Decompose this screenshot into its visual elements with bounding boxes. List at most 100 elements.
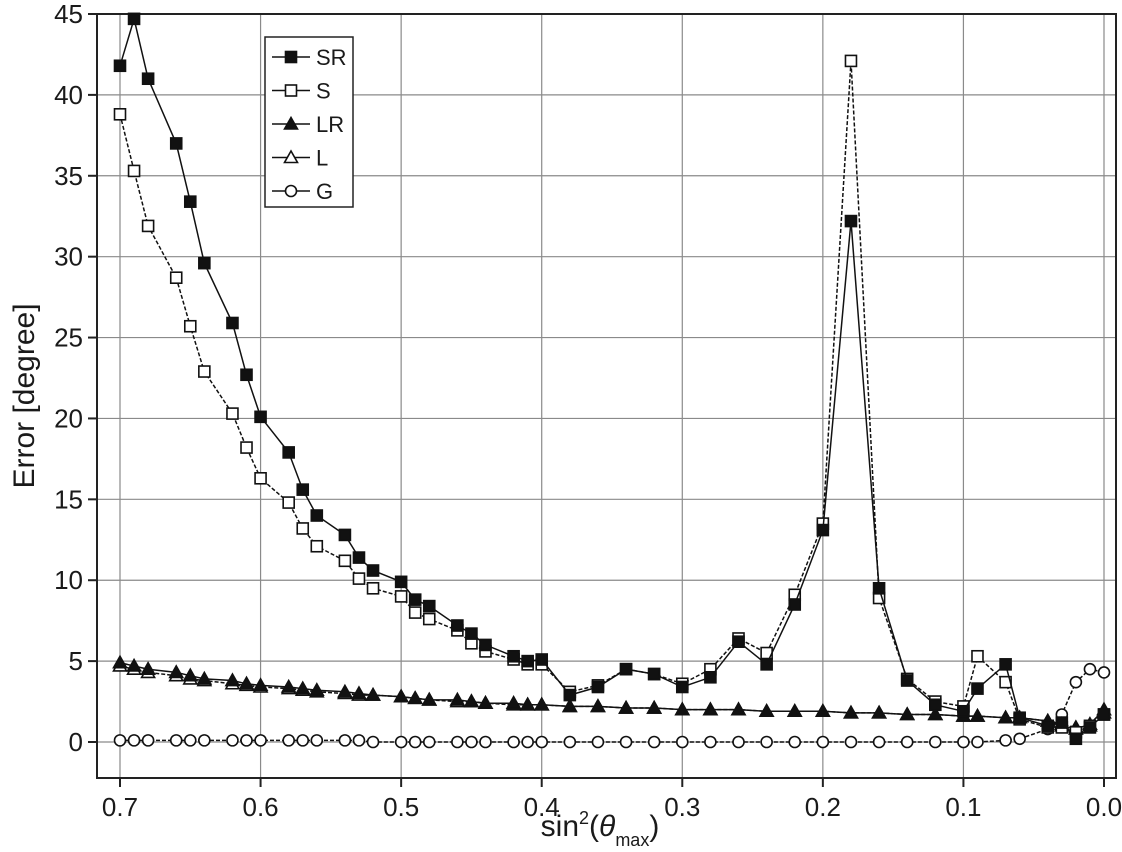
series-g-point xyxy=(465,735,478,749)
series-g-point xyxy=(366,735,380,749)
series-g-point xyxy=(479,735,492,749)
series-lr-point xyxy=(196,670,213,685)
series-lr-point xyxy=(786,703,803,718)
series-sr-point xyxy=(141,72,155,86)
series-sr-point xyxy=(563,688,577,702)
series-sr-point xyxy=(929,698,942,712)
series-g-point xyxy=(675,735,689,749)
series-g-point xyxy=(535,735,549,749)
y-tick-label: 15 xyxy=(54,484,83,514)
series-sr xyxy=(113,12,1111,746)
series-lr-point xyxy=(463,693,480,708)
series-lr-point xyxy=(590,698,606,713)
series-lr-point xyxy=(477,695,494,709)
series-g-point xyxy=(704,735,717,749)
series-s-point xyxy=(296,522,310,535)
series-sr-point xyxy=(465,627,478,640)
series-sr-point xyxy=(127,12,141,26)
series-sr-point xyxy=(240,368,253,382)
series-sr-point xyxy=(451,619,464,632)
series-g-point xyxy=(1097,666,1111,679)
series-s-point xyxy=(282,496,295,509)
y-tick-label: 45 xyxy=(54,0,83,29)
y-tick-label: 35 xyxy=(54,161,83,191)
series-sr-point xyxy=(507,649,520,663)
series-lr-point xyxy=(533,696,550,711)
series-lr-point xyxy=(730,701,747,716)
series-sr-point xyxy=(900,674,914,687)
series-g-point xyxy=(1083,662,1097,676)
series-lr-point xyxy=(168,664,185,679)
series-sr-point xyxy=(732,635,745,648)
series-g-point xyxy=(1069,675,1083,689)
series-sr-point xyxy=(296,483,310,496)
legend-item-s: S xyxy=(272,79,331,104)
x-tick-label: 0.4 xyxy=(524,792,560,822)
series-s-point xyxy=(971,649,984,663)
x-axis-title: sin2(θmax) xyxy=(541,808,660,850)
series-g-point xyxy=(169,734,183,747)
series-s-point xyxy=(844,54,858,68)
x-tick-label: 0.5 xyxy=(383,792,419,822)
series-s-point xyxy=(141,219,155,233)
x-axis-title-open: ( xyxy=(589,810,599,843)
series-sr-point xyxy=(310,509,324,522)
series-sr-point xyxy=(282,446,295,459)
series-lr xyxy=(112,654,1112,735)
series-sr-point xyxy=(971,682,984,695)
series-s-point xyxy=(198,365,211,378)
series-lr-point xyxy=(308,682,325,697)
series-s-point xyxy=(254,472,267,485)
series-lr-point xyxy=(252,677,269,692)
series-sr-point xyxy=(169,137,183,150)
series-lr-point xyxy=(337,683,353,698)
y-tick-label: 5 xyxy=(69,646,83,676)
series-sr-point xyxy=(535,653,549,666)
legend-label-g: G xyxy=(316,179,333,204)
series-sr-point xyxy=(957,704,970,718)
series-g-point xyxy=(408,735,422,749)
series-sr-point xyxy=(422,599,436,613)
series-sr-point xyxy=(760,658,773,671)
legend-label-sr: SR xyxy=(316,45,347,70)
series-sr-point xyxy=(352,551,366,564)
series-sr-point xyxy=(113,59,127,73)
x-axis-title-theta: θ xyxy=(599,810,616,843)
y-tick-label: 25 xyxy=(54,323,83,353)
series-g-point xyxy=(647,735,661,749)
x-tick-label: 0.0 xyxy=(1086,792,1122,822)
legend-marker-g xyxy=(284,184,298,198)
series-g-point xyxy=(816,735,830,749)
series-s-point xyxy=(352,572,366,585)
series-s-point xyxy=(169,271,183,284)
series-s-point xyxy=(394,590,408,603)
series-s-point xyxy=(408,606,422,619)
series-g-point xyxy=(844,735,858,749)
series-sr-point xyxy=(479,638,492,652)
series-g-point xyxy=(563,735,577,749)
series-s-point xyxy=(240,441,253,454)
series-s xyxy=(113,54,1111,739)
series-lr-point xyxy=(871,704,887,719)
series-sr-point xyxy=(521,654,534,668)
legend-label-s: S xyxy=(316,79,331,104)
series-g-point xyxy=(254,734,267,747)
series-s-line xyxy=(119,60,1105,734)
series-lr-point xyxy=(927,706,944,721)
x-axis-title-main: sin xyxy=(541,810,579,843)
series-s-point xyxy=(127,164,141,178)
series-g-point xyxy=(971,735,984,749)
series-sr-point xyxy=(1083,721,1097,734)
series-s-point xyxy=(310,539,324,553)
series-sr-point xyxy=(788,598,802,611)
series-lr-point xyxy=(843,704,859,719)
x-tick-label: 0.7 xyxy=(102,792,138,822)
legend-marker-l xyxy=(283,149,299,164)
series-sr-point xyxy=(816,523,830,537)
series-sr-point xyxy=(338,528,352,542)
legend-marker-lr xyxy=(283,115,299,130)
series-g-point xyxy=(141,734,155,747)
legend-item-sr: SR xyxy=(272,45,347,70)
series-g-point xyxy=(296,734,310,747)
